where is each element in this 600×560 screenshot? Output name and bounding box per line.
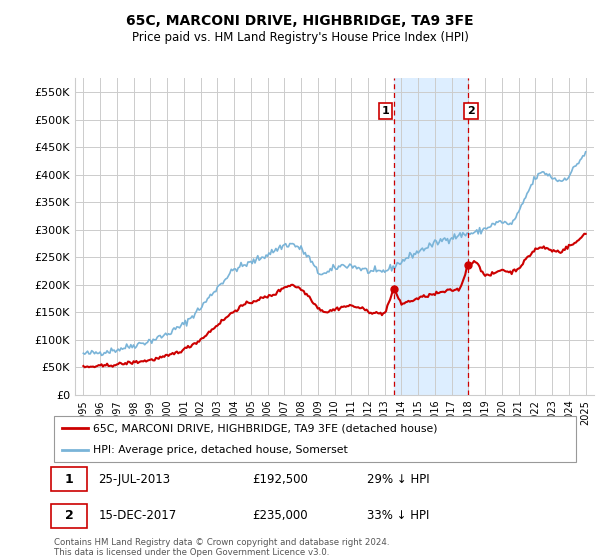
Text: 33% ↓ HPI: 33% ↓ HPI xyxy=(367,509,430,522)
FancyBboxPatch shape xyxy=(54,416,576,462)
Text: £192,500: £192,500 xyxy=(253,473,308,486)
Text: 1: 1 xyxy=(382,106,389,116)
Text: 2: 2 xyxy=(467,106,475,116)
Text: 29% ↓ HPI: 29% ↓ HPI xyxy=(367,473,430,486)
Text: 65C, MARCONI DRIVE, HIGHBRIDGE, TA9 3FE (detached house): 65C, MARCONI DRIVE, HIGHBRIDGE, TA9 3FE … xyxy=(93,423,437,433)
Bar xyxy=(394,78,468,395)
FancyBboxPatch shape xyxy=(52,504,87,528)
Text: 65C, MARCONI DRIVE, HIGHBRIDGE, TA9 3FE: 65C, MARCONI DRIVE, HIGHBRIDGE, TA9 3FE xyxy=(126,14,474,28)
Text: 1: 1 xyxy=(65,473,74,486)
FancyBboxPatch shape xyxy=(52,467,87,491)
Text: 25-JUL-2013: 25-JUL-2013 xyxy=(98,473,170,486)
Text: HPI: Average price, detached house, Somerset: HPI: Average price, detached house, Some… xyxy=(93,445,348,455)
Text: Contains HM Land Registry data © Crown copyright and database right 2024.
This d: Contains HM Land Registry data © Crown c… xyxy=(54,538,389,557)
Text: £235,000: £235,000 xyxy=(253,509,308,522)
Text: Price paid vs. HM Land Registry's House Price Index (HPI): Price paid vs. HM Land Registry's House … xyxy=(131,31,469,44)
Text: 15-DEC-2017: 15-DEC-2017 xyxy=(98,509,176,522)
Text: 2: 2 xyxy=(65,509,74,522)
